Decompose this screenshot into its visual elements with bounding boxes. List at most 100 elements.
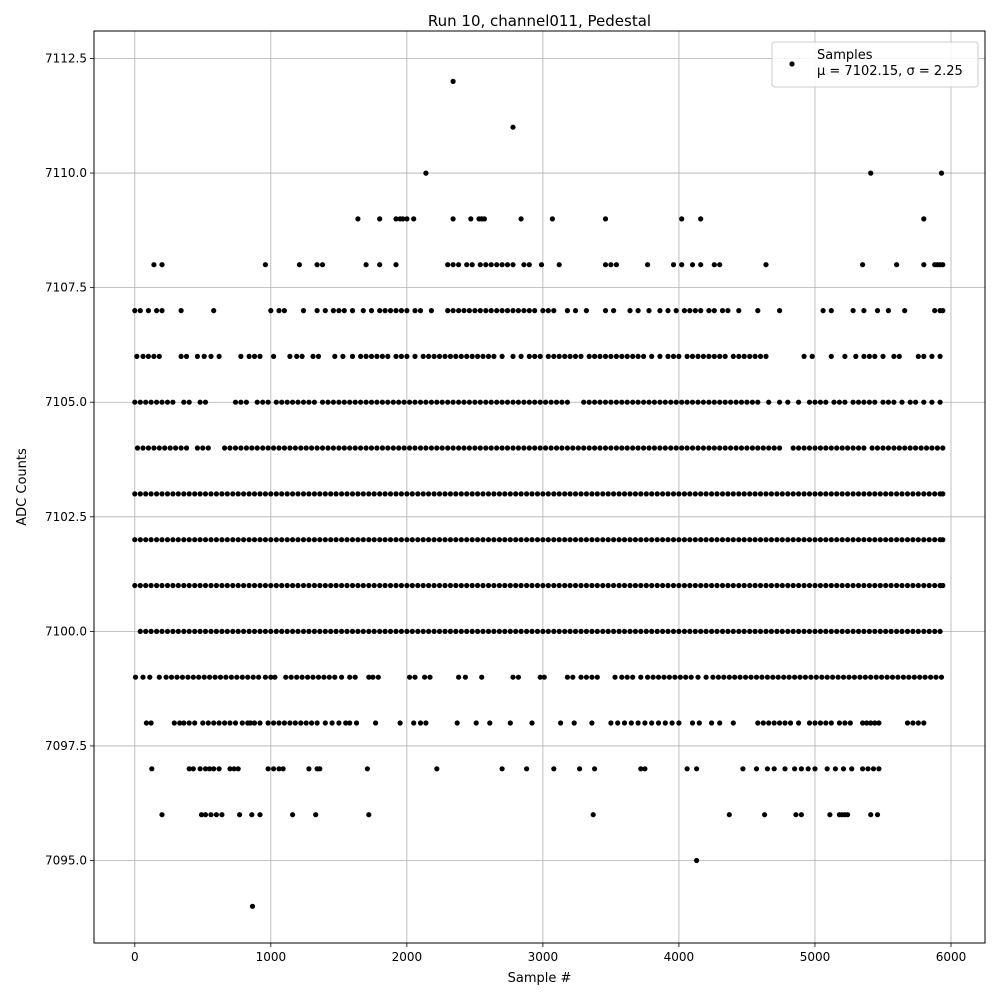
data-point bbox=[681, 537, 688, 543]
data-point bbox=[246, 582, 252, 589]
data-point bbox=[257, 720, 263, 726]
data-point bbox=[694, 766, 700, 772]
data-point bbox=[423, 720, 429, 726]
data-point bbox=[812, 399, 818, 405]
data-point bbox=[885, 308, 892, 314]
data-point bbox=[534, 491, 541, 497]
data-point bbox=[333, 582, 339, 589]
data-point bbox=[208, 582, 214, 589]
data-point bbox=[777, 308, 783, 314]
data-point bbox=[812, 766, 818, 772]
data-point bbox=[507, 537, 513, 543]
data-point bbox=[597, 445, 603, 451]
data-point bbox=[562, 628, 568, 635]
data-point bbox=[781, 674, 787, 680]
data-point bbox=[423, 399, 429, 405]
data-point bbox=[861, 537, 867, 543]
legend: Samples μ = 7102.15, σ = 2.25 bbox=[771, 41, 979, 88]
data-point bbox=[768, 537, 775, 543]
data-point bbox=[284, 491, 290, 497]
data-point bbox=[322, 720, 328, 726]
data-point bbox=[899, 537, 905, 543]
data-point bbox=[883, 628, 889, 635]
data-point bbox=[556, 537, 562, 543]
data-point bbox=[747, 537, 753, 543]
data-point bbox=[442, 582, 448, 589]
data-point bbox=[521, 262, 527, 268]
data-point bbox=[845, 582, 851, 589]
x-axis-label: Sample # bbox=[508, 971, 572, 986]
data-point bbox=[726, 674, 732, 680]
data-point bbox=[570, 445, 576, 451]
data-point bbox=[616, 491, 622, 497]
data-point bbox=[540, 628, 546, 635]
data-point bbox=[219, 582, 225, 589]
data-point bbox=[921, 537, 927, 543]
data-point bbox=[504, 308, 511, 314]
data-point bbox=[423, 170, 429, 176]
data-point bbox=[926, 628, 932, 635]
data-point bbox=[932, 628, 938, 635]
data-point bbox=[510, 262, 516, 268]
data-point bbox=[374, 399, 380, 405]
data-point bbox=[801, 582, 807, 589]
y-tick-label: 7100.0 bbox=[45, 624, 87, 638]
data-point bbox=[717, 262, 723, 268]
data-point bbox=[812, 628, 818, 635]
data-point bbox=[839, 445, 845, 451]
data-point bbox=[475, 353, 481, 359]
data-point bbox=[572, 582, 579, 589]
data-point bbox=[872, 353, 878, 359]
data-point bbox=[515, 399, 522, 405]
data-point bbox=[839, 537, 845, 543]
data-point bbox=[845, 491, 851, 497]
data-point bbox=[358, 353, 364, 359]
data-point bbox=[736, 628, 742, 635]
data-point bbox=[564, 674, 571, 680]
data-point bbox=[480, 491, 486, 497]
data-point bbox=[186, 720, 192, 726]
data-point bbox=[268, 308, 274, 314]
data-point bbox=[491, 628, 497, 635]
data-point bbox=[679, 216, 685, 222]
data-point bbox=[662, 445, 668, 451]
data-point bbox=[832, 766, 839, 772]
data-point bbox=[763, 262, 769, 268]
data-point bbox=[458, 491, 464, 497]
data-point bbox=[676, 353, 682, 359]
data-point bbox=[578, 491, 584, 497]
data-point bbox=[170, 399, 176, 405]
data-point bbox=[630, 674, 636, 680]
data-point bbox=[385, 399, 391, 405]
data-point bbox=[387, 582, 394, 589]
data-point bbox=[741, 582, 747, 589]
data-point bbox=[456, 262, 462, 268]
data-point bbox=[393, 537, 399, 543]
data-point bbox=[526, 399, 532, 405]
data-point bbox=[401, 445, 407, 451]
data-point bbox=[281, 445, 287, 451]
data-point bbox=[219, 491, 225, 497]
data-point bbox=[687, 491, 693, 497]
y-axis-label: ADC Counts bbox=[15, 448, 30, 526]
data-point bbox=[148, 537, 154, 543]
data-point bbox=[860, 720, 866, 726]
data-point bbox=[456, 399, 462, 405]
data-point bbox=[529, 582, 535, 589]
data-point bbox=[790, 628, 796, 635]
data-point bbox=[797, 674, 803, 680]
data-point bbox=[134, 445, 141, 451]
data-point bbox=[904, 537, 911, 543]
data-point bbox=[262, 628, 268, 635]
data-point bbox=[137, 491, 143, 497]
data-point bbox=[349, 353, 356, 359]
data-point bbox=[306, 491, 312, 497]
data-point bbox=[404, 582, 410, 589]
data-point bbox=[154, 537, 160, 543]
data-point bbox=[654, 582, 660, 589]
data-point bbox=[170, 628, 176, 635]
data-point bbox=[918, 445, 924, 451]
data-point bbox=[479, 674, 485, 680]
data-point bbox=[700, 353, 707, 359]
data-point bbox=[619, 674, 625, 680]
